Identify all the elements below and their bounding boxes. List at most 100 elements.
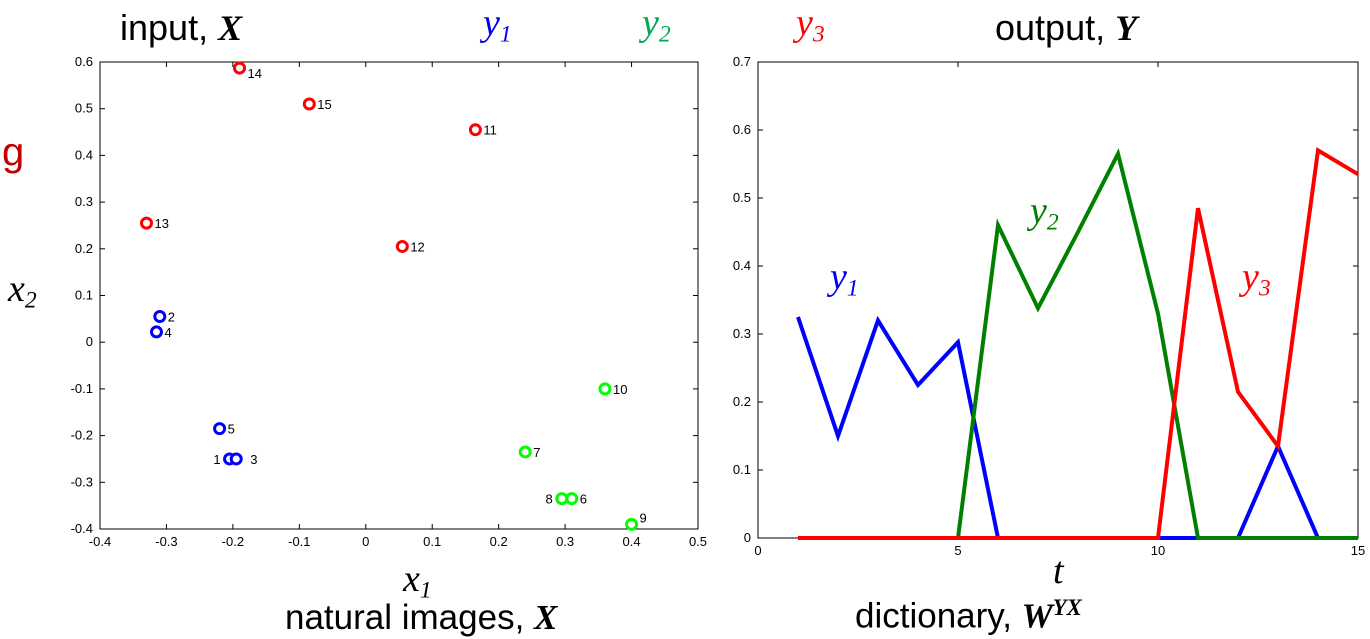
scatter-point [468,123,482,137]
footer-right-sup: YX [1052,595,1082,620]
footer-right-caption: dictionary, WYX [855,595,1082,636]
scatter-point [302,97,316,111]
scatter-point-label: 5 [228,422,235,437]
scatter-point [140,216,154,230]
y1-header-sub: 1 [499,21,512,48]
y2-header: y2 [642,2,671,46]
scatter-point-label: 2 [168,310,175,325]
scatter-point-label: 15 [317,97,331,112]
series-line-y1 [796,315,1358,540]
scatter-point-label: 1 [213,452,220,467]
scatter-point [598,382,612,396]
scatter-x-tick-label: 0.2 [490,534,508,549]
series-line-y3 [798,147,1360,540]
scatter-x-tick-label: -0.2 [222,534,244,549]
scatter-point-label: 7 [533,445,540,460]
scatter-point-label: 10 [613,382,627,397]
scatter-x-tick-label: -0.1 [288,534,310,549]
line-x-axis-title: t [1053,550,1064,592]
scatter-point-label: 6 [580,492,587,507]
scatter-point-label: 11 [483,123,497,138]
y3-header-base: y [796,2,813,44]
series-label-y3: y3 [1242,256,1271,302]
line-x-tick-label: 15 [1351,543,1365,558]
line-y-tick-label: 0.5 [733,190,751,205]
line-x-tick-label: 0 [754,543,761,558]
line-x-tick-label: 10 [1151,543,1165,558]
scatter-point [625,517,639,531]
scatter-point-label: 3 [250,452,257,467]
y1-header: y1 [483,2,512,46]
scatter-y-axis-title: x2 [8,268,37,312]
scatter-point [555,492,569,506]
scatter-y-tick-label: -0.2 [71,428,93,443]
line-y-tick-label: 0.4 [733,258,751,273]
input-label-text: input, [120,7,219,48]
scatter-y-tick-label: 0.5 [75,101,93,116]
scatter-y-tick-label: -0.1 [71,381,93,396]
scatter-x-tick-label: -0.3 [155,534,177,549]
line-y-tick-label: 0.3 [733,326,751,341]
scatter-point [395,239,409,253]
line-y-tick-label: 0.7 [733,54,751,69]
output-label: output, Y [995,7,1138,48]
series-label-y1: y1 [830,256,859,302]
scatter-point [518,445,532,459]
side-letter: g [2,130,25,174]
series-label-y2: y2 [1030,190,1059,236]
scatter-y-axis-title-base: x [8,268,25,310]
scatter-x-tick-label: 0.3 [556,534,574,549]
scatter-point-label: 12 [410,239,424,254]
scatter-y-tick-label: 0.6 [75,54,93,69]
series-line-y2 [798,148,1358,540]
line-x-tick-label: 5 [954,543,961,558]
scatter-y-tick-label: -0.3 [71,474,93,489]
output-label-text: output, [995,7,1116,48]
footer-right-var: W [1021,596,1053,636]
scatter-y-tick-label: 0.4 [75,147,93,162]
scatter-x-tick-label: 0.4 [623,534,641,549]
scatter-point [213,422,227,436]
scatter-x-tick-label: 0 [362,534,369,549]
scatter-x-axis-title: x1 [403,558,432,602]
y2-header-sub: 2 [658,21,671,48]
line-chart: 0 5 10 15 0.7 0.6 0.5 0.4 0.3 0.2 0.1 0 [733,54,1365,558]
scatter-point-label: 9 [640,510,647,525]
line-y-tick-label: 0.2 [733,394,751,409]
scatter-y-tick-label: 0.1 [75,288,93,303]
scatter-y-tick-label: 0.3 [75,194,93,209]
footer-right-text: dictionary, [855,596,1022,636]
scatter-point-label: 4 [164,325,171,340]
scatter-point [149,325,163,339]
scatter-y-tick-label: 0 [86,334,93,349]
scatter-point-label: 8 [546,492,553,507]
scatter-y-axis-title-sub: 2 [24,287,37,314]
series-label-y3-text: y3 [1242,256,1271,302]
scatter-point [229,452,243,466]
scatter-x-tick-label: 0.1 [423,534,441,549]
line-y-tick-label: 0.1 [733,462,751,477]
scatter-x-tick-label: 0.5 [689,534,707,549]
line-y-tick-label: 0.6 [733,122,751,137]
scatter-x-axis-title-sub: 1 [419,577,432,604]
y1-header-base: y [483,2,500,44]
input-label: input, X [120,7,243,48]
footer-left-caption: natural images, X [285,600,557,635]
scatter-point-label: 14 [248,66,262,81]
input-label-var: X [218,8,243,48]
scatter-chart: -0.4 -0.3 -0.2 -0.1 0 0.1 0.2 0.3 0.4 0.5 0.6 0.5 0.… [71,54,707,549]
y2-header-base: y [642,2,659,44]
series-label-y2-text: y2 [1030,190,1059,236]
scatter-point [233,61,247,75]
series-label-y1-text: y1 [830,256,859,302]
y3-header: y3 [796,2,825,46]
scatter-y-tick-label: -0.4 [71,521,93,536]
scatter-x-axis-title-base: x [403,558,420,600]
scatter-point-label: 13 [155,216,169,231]
footer-left-text: natural images, [285,598,535,637]
output-label-var: Y [1115,8,1138,48]
y3-header-sub: 3 [812,21,825,48]
footer-left-var: X [534,598,558,637]
scatter-point [153,310,167,324]
scatter-x-tick-label: -0.4 [89,534,111,549]
